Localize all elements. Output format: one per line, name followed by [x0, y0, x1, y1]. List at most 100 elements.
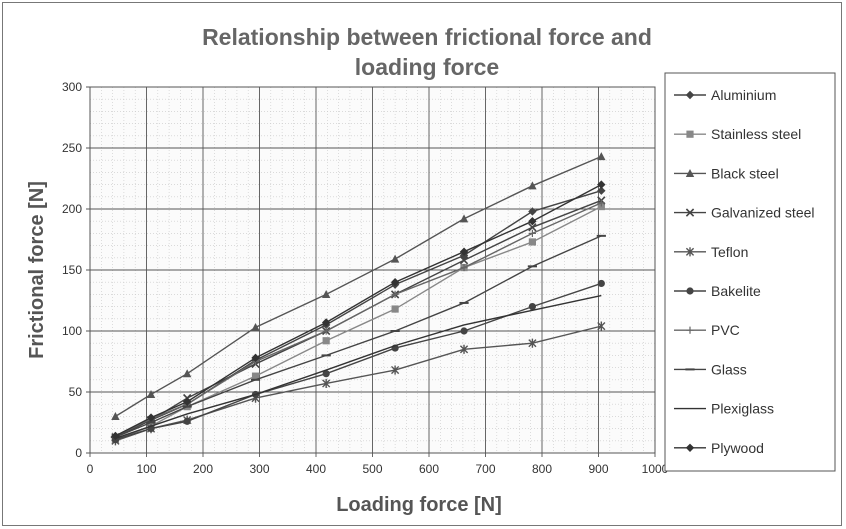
legend-item-glass: Glass: [674, 361, 747, 377]
data-point-plywood: [111, 431, 120, 441]
y-tick-label: 250: [62, 141, 82, 155]
series-group: [110, 152, 606, 446]
x-tick-label: 900: [588, 462, 608, 476]
data-point-pvc: [528, 229, 536, 237]
legend-swatch-marker: [685, 208, 695, 217]
data-point-plywood: [251, 353, 260, 363]
legend-swatch-marker: [686, 326, 694, 334]
data-point-bakelite: [528, 303, 536, 311]
legend-label: Teflon: [711, 244, 748, 260]
y-tick-label: 50: [69, 385, 83, 399]
data-point-black-steel: [321, 290, 331, 298]
data-point-black-steel: [528, 181, 537, 190]
data-point-pvc: [322, 327, 330, 335]
x-tick-label: 600: [419, 462, 439, 476]
x-tick-label: 100: [136, 462, 156, 476]
data-point-galvanized-steel: [528, 223, 537, 232]
data-point-pvc: [460, 263, 468, 272]
chart-svg: Relationship between frictional force an…: [26, 24, 836, 516]
series-line-plexiglass: [115, 294, 602, 440]
legend-label: Glass: [711, 361, 747, 377]
legend-item-black-steel: Black steel: [674, 165, 779, 181]
x-tick-label: 300: [249, 462, 269, 476]
chart-titles: Relationship between frictional force an…: [202, 24, 652, 80]
data-point-stainless-steel: [597, 202, 605, 211]
data-point-plywood: [390, 278, 400, 287]
legend-swatch-marker: [685, 247, 695, 257]
legend-box: [664, 72, 836, 472]
legend-label: Plywood: [711, 440, 764, 456]
data-point-teflon: [391, 365, 400, 375]
data-point-plywood: [459, 247, 469, 256]
data-point-plywood: [182, 397, 192, 406]
data-point-bakelite: [460, 327, 468, 335]
x-tick-label: 1000: [642, 462, 669, 476]
y-tick-label: 300: [62, 80, 82, 94]
data-point-teflon: [459, 344, 469, 354]
x-tick-label: 0: [87, 462, 94, 476]
data-point-stainless-steel: [528, 238, 536, 246]
legend-label: Plexiglass: [711, 401, 774, 417]
x-tick-label: 800: [532, 462, 552, 476]
data-point-black-steel: [390, 254, 400, 263]
data-point-black-steel: [182, 369, 192, 378]
x-tick-label: 400: [306, 462, 326, 476]
data-point-black-steel: [597, 152, 606, 161]
plot-border: [89, 86, 656, 454]
legend-item-aluminium: Aluminium: [674, 87, 776, 103]
chart-title-line-1: Relationship between frictional force an…: [202, 24, 652, 50]
grid: [86, 86, 656, 457]
legend-item-plexiglass: Plexiglass: [674, 401, 774, 417]
data-point-plywood: [321, 318, 331, 327]
data-point-plywood: [146, 413, 156, 422]
legend-label: PVC: [711, 322, 740, 338]
data-point-aluminium: [528, 207, 537, 216]
data-point-aluminium: [597, 186, 606, 195]
x-tick-label: 500: [362, 462, 382, 476]
x-axis-title: Loading force [N]: [336, 494, 502, 516]
data-point-pvc: [391, 290, 399, 298]
data-point-black-steel: [146, 390, 156, 399]
legend-swatch-marker: [686, 130, 694, 138]
data-point-stainless-steel: [322, 337, 330, 345]
legend-item-galvanized-steel: Galvanized steel: [674, 205, 815, 221]
data-point-bakelite: [183, 417, 191, 425]
data-point-stainless-steel: [391, 305, 399, 313]
tick-labels: 0 100 200 300 400 500 600 700 800 900 1000 0 50 100 15…: [62, 80, 669, 476]
legend-swatch-marker: [686, 287, 694, 295]
x-tick-label: 200: [193, 462, 213, 476]
data-point-plywood: [528, 217, 537, 226]
legend-label: Bakelite: [711, 283, 761, 299]
data-point-pvc: [597, 199, 605, 207]
data-point-galvanized-steel: [459, 256, 469, 265]
series-plexiglass: [115, 294, 602, 440]
data-point-teflon: [322, 378, 331, 389]
chart-title-line-2: loading force: [355, 54, 499, 80]
data-point-black-steel: [111, 412, 120, 420]
data-point-black-steel: [459, 214, 469, 223]
y-tick-label: 100: [62, 324, 82, 338]
legend-label: Galvanized steel: [711, 205, 815, 221]
legend-item-teflon: Teflon: [674, 244, 748, 260]
legend-label: Aluminium: [711, 87, 776, 103]
series-plywood: [111, 180, 606, 441]
data-point-teflon: [528, 338, 537, 348]
series-black-steel: [111, 152, 606, 420]
data-point-plywood: [597, 180, 606, 189]
data-point-black-steel: [251, 322, 260, 331]
legend-item-pvc: PVC: [674, 322, 740, 338]
data-point-bakelite: [597, 279, 605, 288]
legend-item-stainless-steel: Stainless steel: [674, 126, 801, 142]
legend-swatch-marker: [685, 90, 695, 100]
legend-label: Stainless steel: [711, 126, 801, 142]
y-tick-label: 150: [62, 263, 82, 277]
legend-item-bakelite: Bakelite: [674, 283, 761, 299]
data-point-stainless-steel: [251, 372, 260, 380]
legend: Aluminium Stainless steel Black steel Galva…: [674, 87, 815, 456]
y-tick-label: 200: [62, 202, 82, 216]
y-tick-label: 0: [75, 446, 82, 460]
legend-swatch-marker: [685, 443, 695, 452]
legend-label: Black steel: [711, 165, 779, 181]
data-point-bakelite: [322, 370, 330, 378]
